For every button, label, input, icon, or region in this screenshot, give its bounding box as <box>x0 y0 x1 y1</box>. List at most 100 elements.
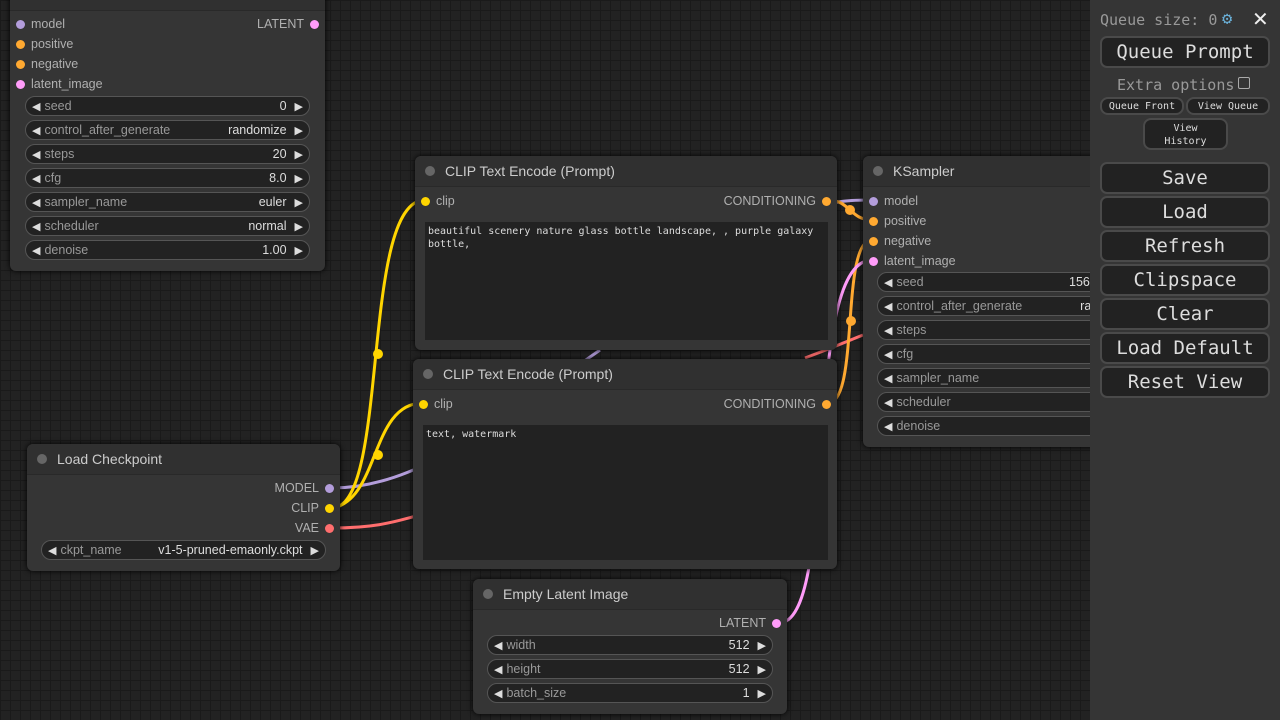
increment-arrow-icon[interactable]: ▶ <box>294 196 303 209</box>
slot-dot[interactable] <box>869 216 878 226</box>
slot-dot[interactable] <box>310 19 319 29</box>
wire-midpoint[interactable] <box>373 349 383 359</box>
save-button[interactable]: Save <box>1100 162 1270 194</box>
node-title-bar[interactable]: Empty Latent Image <box>473 579 787 610</box>
collapse-dot[interactable] <box>873 166 883 176</box>
output-model[interactable]: MODEL <box>275 480 340 496</box>
slot-dot[interactable] <box>822 399 831 409</box>
slot-dot[interactable] <box>822 196 831 206</box>
widget-steps[interactable]: ◀steps▶ <box>877 320 1123 340</box>
input-clip[interactable]: clip <box>413 396 453 412</box>
output-vae[interactable]: VAE <box>295 520 340 536</box>
input-negative[interactable]: negative <box>863 233 931 249</box>
output-conditioning[interactable]: CONDITIONING <box>724 396 837 412</box>
empty-latent-image-node[interactable]: Empty Latent Image LATENT ◀ width 512 ▶ ◀ hei… <box>473 579 787 714</box>
load-default-button[interactable]: Load Default <box>1100 332 1270 364</box>
input-model[interactable]: model <box>10 16 65 32</box>
slot-dot[interactable] <box>325 503 334 513</box>
load-button[interactable]: Load <box>1100 196 1270 228</box>
node-title-bar[interactable]: Load Checkpoint <box>27 444 340 475</box>
widget-scheduler[interactable]: ◀scheduler▶ <box>877 392 1123 412</box>
clip-text-encode-positive[interactable]: CLIP Text Encode (Prompt) clip CONDITION… <box>415 156 837 350</box>
decrement-arrow-icon[interactable]: ◀ <box>884 276 893 289</box>
widget-cfg[interactable]: ◀ cfg 8.0 ▶ <box>25 168 310 188</box>
ksampler-node[interactable]: KSampler model positive negative latent_… <box>863 156 1123 447</box>
widget-width[interactable]: ◀ width 512 ▶ <box>487 635 773 655</box>
ksampler-node-top[interactable]: model positive negative latent_image LAT… <box>10 0 325 271</box>
clipspace-button[interactable]: Clipspace <box>1100 264 1270 296</box>
input-clip[interactable]: clip <box>415 193 455 209</box>
increment-arrow-icon[interactable]: ▶ <box>294 172 303 185</box>
slot-dot[interactable] <box>419 399 428 409</box>
slot-dot[interactable] <box>325 523 334 533</box>
increment-arrow-icon[interactable]: ▶ <box>757 687 766 700</box>
node-title-bar[interactable]: CLIP Text Encode (Prompt) <box>413 359 837 390</box>
queue-front-button[interactable]: Queue Front <box>1100 97 1184 115</box>
input-positive[interactable]: positive <box>863 213 926 229</box>
slot-dot[interactable] <box>869 256 878 266</box>
decrement-arrow-icon[interactable]: ◀ <box>884 372 893 385</box>
decrement-arrow-icon[interactable]: ◀ <box>32 100 41 113</box>
decrement-arrow-icon[interactable]: ◀ <box>884 420 893 433</box>
decrement-arrow-icon[interactable]: ◀ <box>32 244 41 257</box>
collapse-dot[interactable] <box>423 369 433 379</box>
wire-midpoint[interactable] <box>373 450 383 460</box>
increment-arrow-icon[interactable]: ▶ <box>294 244 303 257</box>
widget-ckpt-name[interactable]: ◀ ckpt_name v1-5-pruned-emaonly.ckpt ▶ <box>41 540 326 560</box>
slot-dot[interactable] <box>421 196 430 206</box>
input-positive[interactable]: positive <box>10 36 73 52</box>
decrement-arrow-icon[interactable]: ◀ <box>48 544 57 557</box>
decrement-arrow-icon[interactable]: ◀ <box>494 687 503 700</box>
output-latent[interactable]: LATENT <box>257 16 325 32</box>
prompt-textarea[interactable]: text, watermark <box>423 425 828 560</box>
input-model[interactable]: model <box>863 193 918 209</box>
widget-sampler-name[interactable]: ◀ sampler_name euler ▶ <box>25 192 310 212</box>
clip-text-encode-negative[interactable]: CLIP Text Encode (Prompt) clip CONDITION… <box>413 359 837 569</box>
decrement-arrow-icon[interactable]: ◀ <box>884 396 893 409</box>
node-title-bar[interactable]: CLIP Text Encode (Prompt) <box>415 156 837 187</box>
slot-dot[interactable] <box>16 19 25 29</box>
prompt-textarea[interactable]: beautiful scenery nature glass bottle la… <box>425 222 828 340</box>
decrement-arrow-icon[interactable]: ◀ <box>32 124 41 137</box>
widget-seed[interactable]: ◀ seed 0 ▶ <box>25 96 310 116</box>
decrement-arrow-icon[interactable]: ◀ <box>32 172 41 185</box>
decrement-arrow-icon[interactable]: ◀ <box>32 220 41 233</box>
node-title-bar[interactable] <box>10 0 325 11</box>
view-history-button[interactable]: View History <box>1143 118 1228 150</box>
gear-icon[interactable]: ⚙ <box>1222 9 1233 29</box>
slot-dot[interactable] <box>16 59 25 69</box>
output-conditioning[interactable]: CONDITIONING <box>724 193 837 209</box>
collapse-dot[interactable] <box>425 166 435 176</box>
load-checkpoint-node[interactable]: Load Checkpoint MODEL CLIP VAE ◀ ckpt_nam… <box>27 444 340 571</box>
view-queue-button[interactable]: View Queue <box>1186 97 1270 115</box>
output-latent[interactable]: LATENT <box>719 615 787 631</box>
wire-midpoint[interactable] <box>845 205 855 215</box>
extra-options-checkbox[interactable] <box>1238 77 1250 89</box>
decrement-arrow-icon[interactable]: ◀ <box>32 148 41 161</box>
widget-cfg[interactable]: ◀cfg▶ <box>877 344 1123 364</box>
output-clip[interactable]: CLIP <box>291 500 340 516</box>
widget-batch-size[interactable]: ◀ batch_size 1 ▶ <box>487 683 773 703</box>
decrement-arrow-icon[interactable]: ◀ <box>884 324 893 337</box>
slot-dot[interactable] <box>772 618 781 628</box>
refresh-button[interactable]: Refresh <box>1100 230 1270 262</box>
increment-arrow-icon[interactable]: ▶ <box>294 148 303 161</box>
increment-arrow-icon[interactable]: ▶ <box>294 100 303 113</box>
widget-denoise[interactable]: ◀ denoise 1.00 ▶ <box>25 240 310 260</box>
slot-dot[interactable] <box>16 39 25 49</box>
clear-button[interactable]: Clear <box>1100 298 1270 330</box>
widget-seed[interactable]: ◀seed1566802087▶ <box>877 272 1123 292</box>
node-title-bar[interactable]: KSampler <box>863 156 1123 187</box>
slot-dot[interactable] <box>16 79 25 89</box>
collapse-dot[interactable] <box>37 454 47 464</box>
wire-midpoint[interactable] <box>846 316 856 326</box>
widget-denoise[interactable]: ◀denoise▶ <box>877 416 1123 436</box>
slot-dot[interactable] <box>325 483 334 493</box>
widget-sampler-name[interactable]: ◀sampler_name▶ <box>877 368 1123 388</box>
decrement-arrow-icon[interactable]: ◀ <box>32 196 41 209</box>
input-negative[interactable]: negative <box>10 56 78 72</box>
increment-arrow-icon[interactable]: ▶ <box>294 220 303 233</box>
collapse-dot[interactable] <box>483 589 493 599</box>
decrement-arrow-icon[interactable]: ◀ <box>884 300 893 313</box>
increment-arrow-icon[interactable]: ▶ <box>757 663 766 676</box>
